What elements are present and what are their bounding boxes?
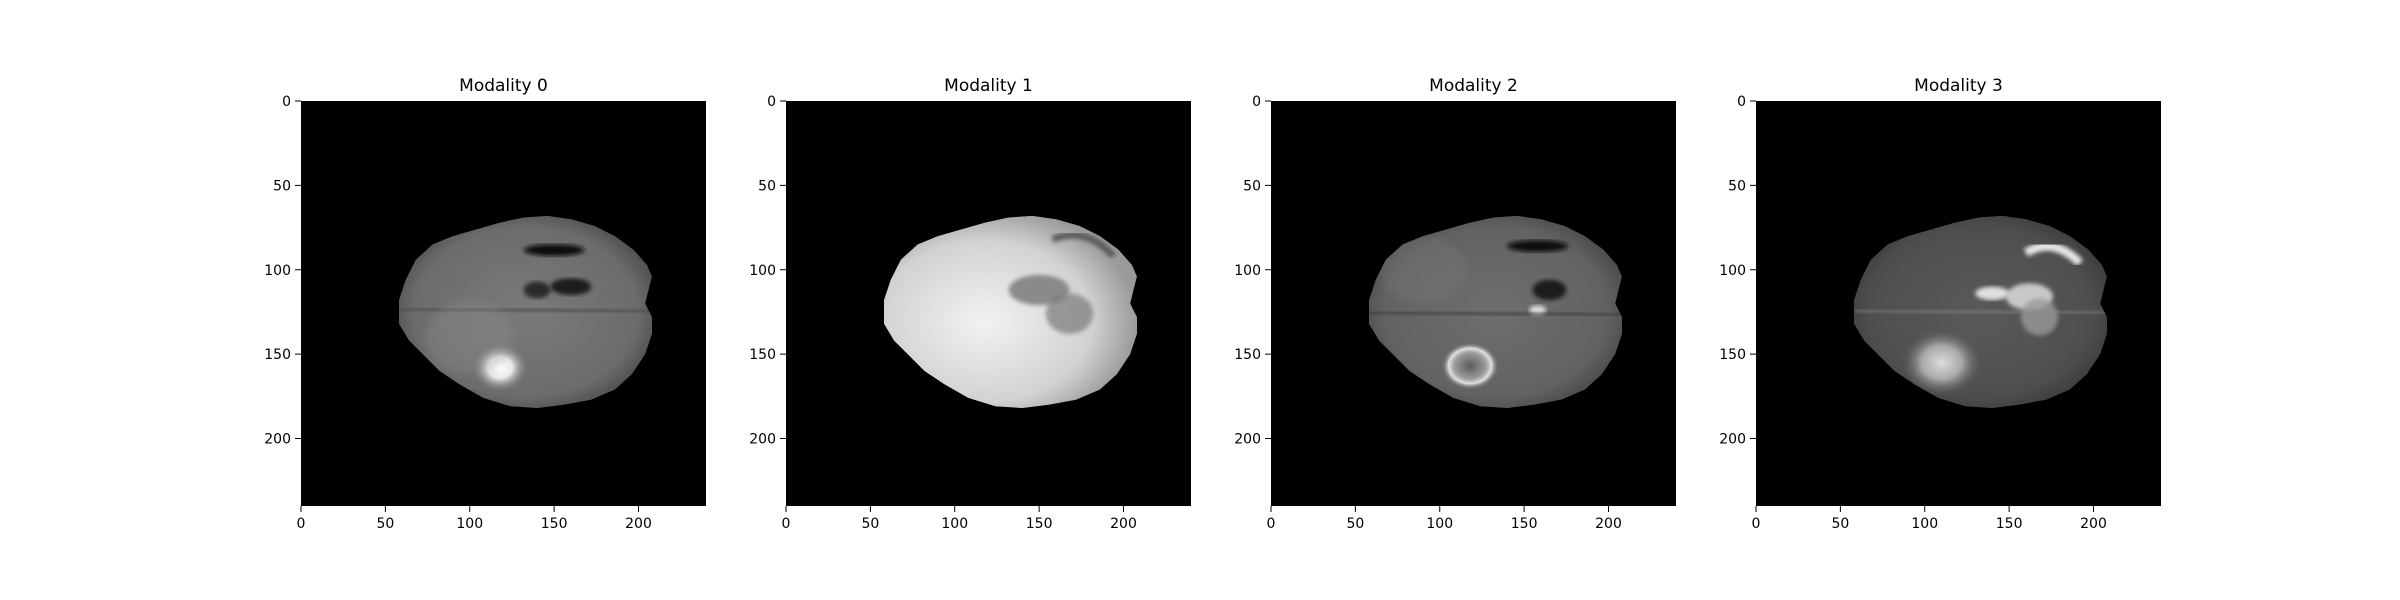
- x-tick-label: 200: [1110, 516, 1137, 532]
- y-tick-label: 0: [282, 94, 291, 110]
- panel-title: Modality 1: [944, 76, 1033, 96]
- panel-3: Modality 3 0 50 100 150 200 0 50 100 150 200: [1719, 76, 2161, 532]
- x-tick-label: 100: [941, 516, 968, 532]
- x-tick-label: 150: [1996, 516, 2023, 532]
- y-tick-label: 200: [1719, 432, 1746, 448]
- y-tick-label: 200: [749, 432, 776, 448]
- x-tick-label: 100: [1426, 516, 1453, 532]
- panel-0: Modality 0 0 50 100 150 200 0 50 100 150 200: [264, 76, 706, 532]
- x-tick-label: 50: [861, 516, 879, 532]
- x-tick-label: 50: [1831, 516, 1849, 532]
- x-tick-label: 0: [1267, 516, 1276, 532]
- panel-title: Modality 3: [1914, 76, 2003, 96]
- y-tick-label: 0: [1737, 94, 1746, 110]
- axes-frame: [1271, 101, 1676, 506]
- y-tick-label: 100: [1234, 263, 1261, 279]
- x-tick-label: 50: [376, 516, 394, 532]
- x-tick-label: 100: [456, 516, 483, 532]
- brain-slice: [883, 215, 1137, 409]
- x-tick-label: 0: [1752, 516, 1761, 532]
- y-tick-label: 200: [1234, 432, 1261, 448]
- brain-slice: [1853, 215, 2107, 409]
- y-tick-label: 50: [273, 178, 291, 194]
- x-tick-label: 100: [1911, 516, 1938, 532]
- x-tick-label: 150: [1511, 516, 1538, 532]
- x-tick-label: 200: [1595, 516, 1622, 532]
- x-tick-label: 200: [625, 516, 652, 532]
- y-tick-label: 100: [749, 263, 776, 279]
- brain-slice: [398, 215, 652, 409]
- x-tick-label: 150: [541, 516, 568, 532]
- y-tick-label: 50: [1728, 178, 1746, 194]
- y-tick-label: 50: [758, 178, 776, 194]
- panel-title: Modality 2: [1429, 76, 1518, 96]
- y-tick-label: 100: [264, 263, 291, 279]
- x-tick-label: 0: [297, 516, 306, 532]
- y-tick-label: 0: [1252, 94, 1261, 110]
- y-tick-label: 200: [264, 432, 291, 448]
- panel-title: Modality 0: [459, 76, 548, 96]
- x-tick-label: 0: [782, 516, 791, 532]
- y-tick-label: 150: [264, 347, 291, 363]
- axes-frame: [786, 101, 1191, 506]
- y-tick-label: 50: [1243, 178, 1261, 194]
- y-tick-label: 100: [1719, 263, 1746, 279]
- y-tick-label: 150: [749, 347, 776, 363]
- panel-2: Modality 2 0 50 100 150 200 0 50 100 150 200: [1234, 76, 1676, 532]
- brain-slice: [1368, 215, 1622, 409]
- axes-frame: [301, 101, 706, 506]
- panel-1: Modality 1 0 50 100 150 200 0 50 100 150 200: [749, 76, 1191, 532]
- x-tick-label: 150: [1026, 516, 1053, 532]
- y-tick-label: 0: [767, 94, 776, 110]
- y-tick-label: 150: [1719, 347, 1746, 363]
- axes-frame: [1756, 101, 2161, 506]
- x-tick-label: 50: [1346, 516, 1364, 532]
- y-tick-label: 150: [1234, 347, 1261, 363]
- x-tick-label: 200: [2080, 516, 2107, 532]
